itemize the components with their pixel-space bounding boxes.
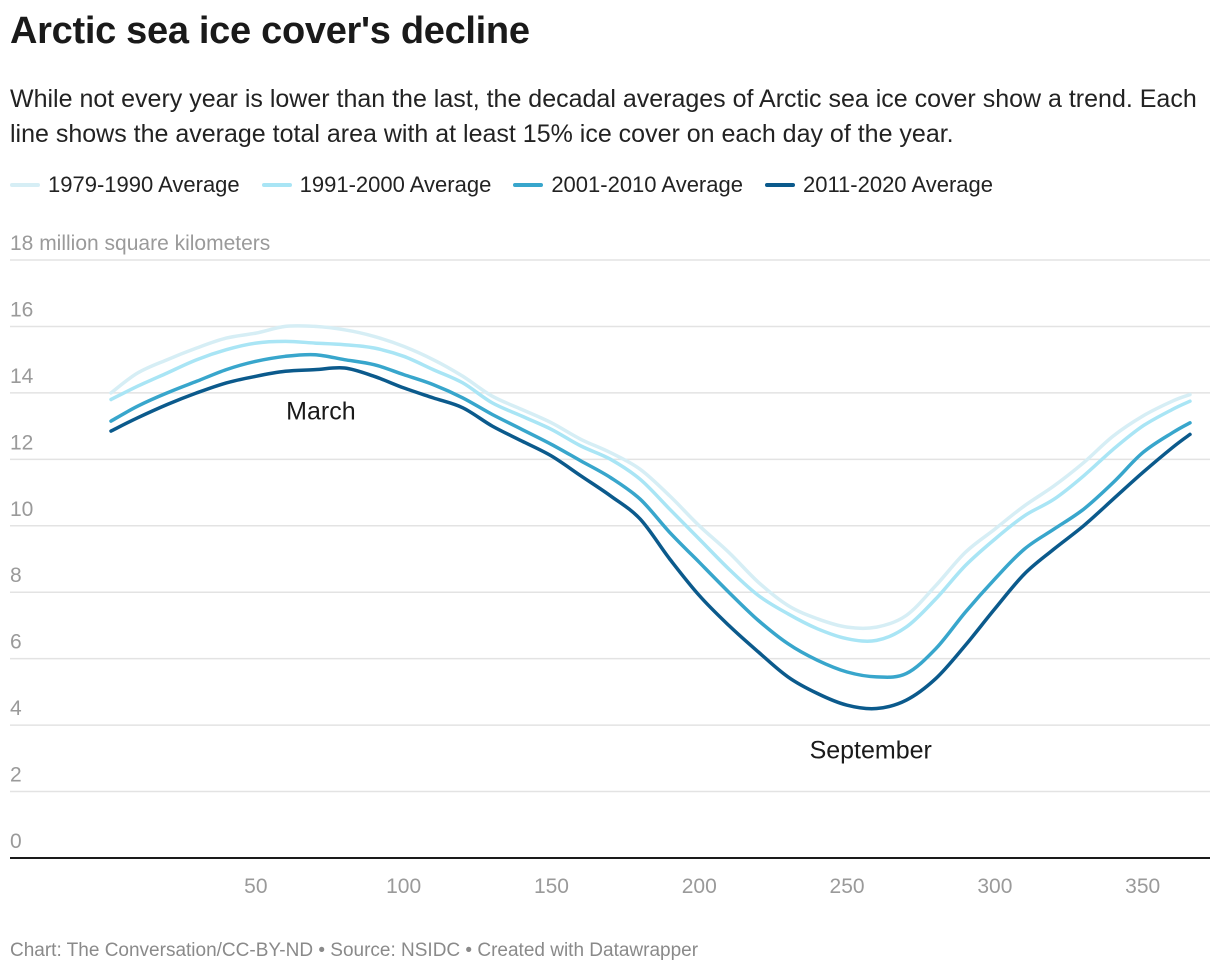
legend-label: 2001-2010 Average — [551, 172, 743, 197]
legend-item: 2011-2020 Average — [764, 172, 993, 198]
chart-title: Arctic sea ice cover's decline — [10, 10, 530, 52]
legend-swatch — [261, 183, 292, 187]
series-line — [109, 339, 1192, 643]
legend-item: 1991-2000 Average — [261, 172, 492, 198]
y-tick-label: 16 — [10, 298, 33, 321]
y-tick-label: 2 — [10, 764, 22, 787]
x-tick-label: 350 — [1125, 875, 1160, 898]
chart-subtitle: While not every year is lower than the l… — [10, 85, 1197, 148]
y-tick-label: 10 — [10, 498, 33, 521]
y-tick-label: 8 — [10, 564, 22, 587]
x-tick-label: 200 — [682, 875, 717, 898]
legend-item: 2001-2010 Average — [513, 172, 743, 198]
y-tick-label: 14 — [10, 365, 34, 388]
legend-swatch — [513, 183, 544, 187]
y-tick-label: 4 — [10, 697, 22, 720]
annotation-label: March — [286, 397, 355, 425]
legend: 1979-1990 Average 1991-2000 Average 2001… — [10, 172, 1015, 198]
y-tick-label: 6 — [10, 631, 22, 654]
legend-item: 1979-1990 Average — [10, 172, 240, 198]
y-tick-label: 18 million square kilometers — [10, 232, 270, 255]
series-line — [109, 365, 1192, 711]
x-tick-label: 100 — [386, 875, 421, 898]
line-chart: 0 2 4 6 8 10 12 14 16 18 million square kilometer… — [10, 232, 1210, 898]
x-tick-label: 250 — [830, 875, 865, 898]
legend-label: 2011-2020 Average — [802, 172, 993, 197]
y-tick-label: 12 — [10, 431, 33, 454]
x-tick-label: 50 — [244, 875, 267, 898]
x-tick-label: 150 — [534, 875, 569, 898]
legend-swatch — [764, 183, 795, 187]
legend-label: 1979-1990 Average — [48, 172, 240, 197]
legend-swatch — [10, 183, 40, 187]
series-line — [109, 352, 1192, 679]
x-tick-label: 300 — [977, 875, 1012, 898]
annotation-label: September — [810, 736, 932, 764]
legend-label: 1991-2000 Average — [299, 172, 492, 197]
chart-footer: Chart: The Conversation/CC-BY-ND • Sourc… — [10, 940, 699, 961]
series-line — [109, 324, 1192, 631]
y-tick-label: 0 — [10, 830, 22, 853]
